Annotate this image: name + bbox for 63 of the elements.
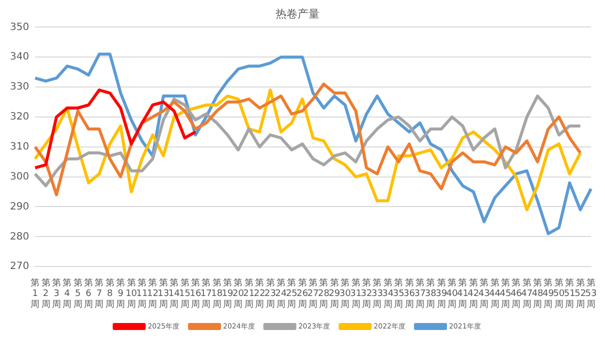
x-tick-label: 第40周 (446, 277, 458, 310)
y-tick-label: 270 (10, 261, 30, 272)
x-tick-label: 第3周 (52, 277, 61, 310)
x-tick-label: 第51周 (564, 277, 576, 310)
x-tick-label: 第49周 (542, 277, 554, 310)
x-tick-label: 第15周 (179, 277, 190, 310)
x-tick-label: 第31周 (350, 277, 362, 310)
y-tick-label: 290 (10, 201, 30, 212)
x-tick-label: 第45周 (500, 277, 512, 310)
x-tick-label: 第26周 (296, 277, 308, 310)
x-tick-label: 第21周 (243, 277, 255, 310)
x-tick-label: 第34周 (382, 277, 394, 310)
x-tick-label: 第23周 (264, 277, 276, 310)
x-tick-label: 第52周 (574, 277, 586, 310)
x-tick-label: 第47周 (521, 277, 533, 310)
x-tick-label: 第32周 (360, 277, 372, 310)
x-tick-label: 第11周 (136, 277, 148, 310)
x-tick-label: 第8周 (105, 277, 114, 310)
x-tick-label: 第6周 (84, 277, 94, 310)
x-tick-label: 第25周 (286, 277, 298, 310)
x-tick-label: 第1周 (30, 277, 40, 310)
x-tick-label: 第12周 (146, 277, 158, 310)
x-tick-label: 第41周 (456, 277, 468, 310)
chart-title: 热卷产量 (276, 7, 320, 20)
x-tick-label: 第46周 (510, 277, 522, 310)
x-tick-label: 第14周 (168, 277, 180, 310)
y-tick-label: 350 (10, 22, 30, 33)
x-tick-label: 第13周 (158, 277, 170, 310)
x-tick-label: 第42周 (468, 277, 480, 310)
x-tick-label: 第50周 (553, 277, 565, 310)
x-tick-label: 第4周 (62, 277, 72, 310)
x-tick-label: 第48周 (532, 277, 544, 310)
x-tick-label: 第5周 (73, 277, 82, 310)
x-tick-label: 第30周 (339, 277, 352, 310)
x-tick-label: 第7周 (94, 277, 104, 310)
x-tick-label: 第16周 (190, 277, 202, 310)
x-tick-label: 第35周 (392, 277, 404, 310)
y-tick-label: 280 (10, 231, 30, 242)
x-tick-label: 第19周 (222, 277, 234, 310)
x-tick-label: 第2周 (41, 277, 50, 310)
y-tick-label: 310 (10, 141, 30, 152)
x-tick-label: 第18周 (211, 277, 223, 310)
x-tick-label: 第28周 (318, 277, 330, 310)
y-tick-label: 300 (10, 171, 30, 182)
x-tick-label: 第44周 (489, 277, 501, 310)
x-tick-label: 第22周 (254, 277, 266, 310)
x-tick-label: 第24周 (275, 277, 287, 310)
y-tick-label: 330 (10, 82, 30, 93)
x-tick-label: 第38周 (424, 277, 437, 310)
x-tick-label: 第53周 (585, 277, 597, 310)
x-tick-label: 第17周 (200, 277, 212, 310)
x-tick-label: 第27周 (307, 277, 319, 310)
y-tick-label: 340 (10, 52, 30, 63)
x-tick-label: 第10周 (126, 277, 138, 310)
x-tick-label: 第20周 (232, 277, 244, 310)
x-tick-label: 第29周 (328, 277, 340, 310)
x-tick-label: 第37周 (414, 277, 426, 310)
x-tick-label: 第39周 (436, 277, 448, 310)
y-tick-label: 320 (10, 112, 30, 123)
x-tick-label: 第43周 (478, 277, 490, 310)
x-tick-label: 第9周 (116, 277, 126, 310)
x-tick-label: 第33周 (371, 277, 383, 310)
x-tick-label: 第36周 (404, 277, 416, 310)
